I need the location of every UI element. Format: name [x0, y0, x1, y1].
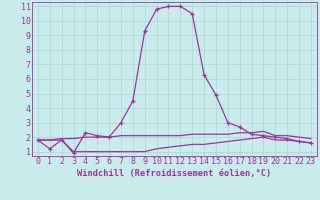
X-axis label: Windchill (Refroidissement éolien,°C): Windchill (Refroidissement éolien,°C) — [77, 169, 272, 178]
